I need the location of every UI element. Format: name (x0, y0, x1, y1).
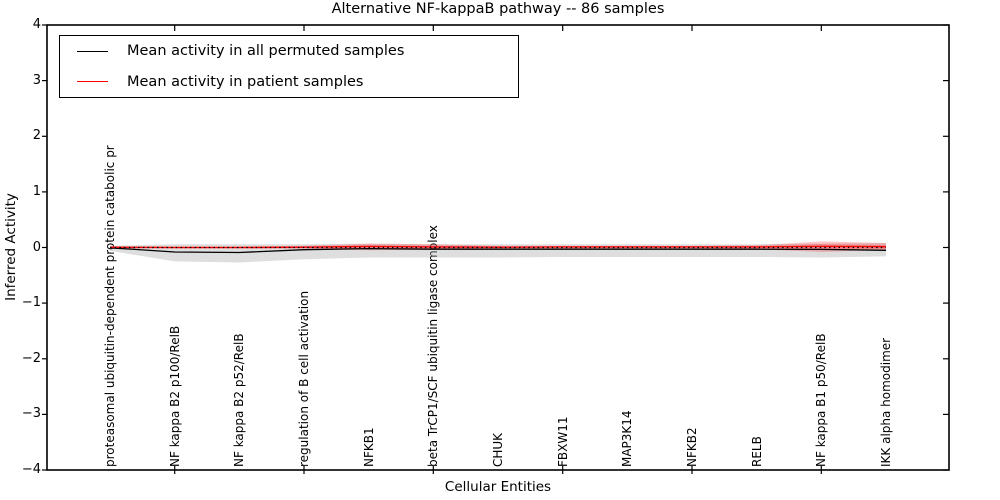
y-tick-label: 2 (32, 128, 41, 144)
x-axis-label: Cellular Entities (444, 479, 552, 495)
y-tick-label: 0 (32, 239, 41, 255)
series-line-1 (109, 245, 887, 249)
y-tick-label: −4 (21, 462, 41, 477)
red-line-sample-icon (77, 81, 108, 83)
black-line-sample-icon (77, 50, 108, 52)
y-tick-label: −3 (21, 406, 41, 422)
legend-label: Mean activity in all permuted samples (127, 43, 405, 60)
y-tick-label: 3 (32, 72, 41, 88)
y-tick-label: 1 (32, 183, 41, 199)
y-tick-label: −1 (21, 295, 41, 311)
chart-title: Alternative NF-kappaB pathway -- 86 samp… (331, 1, 665, 17)
legend-item-permuted: Mean activity in all permuted samples (60, 37, 518, 66)
legend: Mean activity in all permuted samples Me… (59, 35, 519, 98)
series-line-0 (109, 247, 887, 254)
y-tick-label: 4 (32, 17, 41, 32)
legend-label: Mean activity in patient samples (127, 73, 364, 90)
y-tick-label: −2 (21, 350, 41, 366)
legend-item-patient: Mean activity in patient samples (60, 67, 518, 96)
